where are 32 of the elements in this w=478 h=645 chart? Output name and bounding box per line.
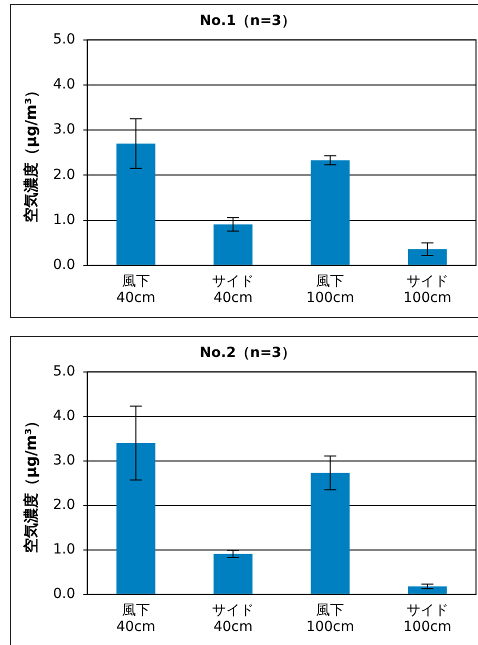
y-tick-label: 3.0	[53, 122, 76, 138]
y-tick-label: 1.0	[53, 212, 76, 228]
x-tick-label: サイド 40cm	[212, 273, 254, 306]
y-tick-label: 2.0	[53, 497, 76, 513]
bar	[310, 472, 350, 594]
bar	[214, 224, 252, 265]
x-tick-label: 風下 100cm	[306, 602, 354, 636]
x-tick-label: 風下 100cm	[306, 273, 354, 306]
chart-title: No.2（n=3）	[200, 345, 296, 362]
x-tick-label: サイド 40cm	[212, 602, 254, 636]
bar	[408, 249, 447, 265]
bar	[310, 160, 350, 265]
bar	[408, 586, 447, 594]
bar	[214, 554, 252, 594]
y-tick-label: 1.0	[53, 542, 76, 558]
y-tick-label: 0.0	[53, 586, 76, 602]
y-tick-label: 2.0	[53, 166, 76, 183]
bar	[116, 443, 156, 594]
bar	[116, 144, 156, 265]
y-tick-label: 3.0	[53, 452, 76, 468]
x-tick-label: 風下 40cm	[116, 602, 156, 636]
y-tick-label: 4.0	[53, 408, 76, 424]
y-tick-label: 5.0	[53, 31, 76, 48]
y-axis-title: 空気濃度（μg/m³）	[22, 413, 40, 553]
y-tick-label: 5.0	[53, 363, 76, 380]
y-tick-label: 4.0	[53, 76, 76, 93]
y-tick-label: 0.0	[53, 257, 76, 274]
x-tick-label: 風下 40cm	[116, 273, 156, 306]
x-tick-label: サイド 100cm	[403, 273, 452, 306]
y-axis-title: 空気濃度（μg/m³）	[22, 82, 40, 222]
chart-title: No.1（n=3）	[200, 13, 296, 30]
x-tick-label: サイド 100cm	[403, 602, 452, 636]
